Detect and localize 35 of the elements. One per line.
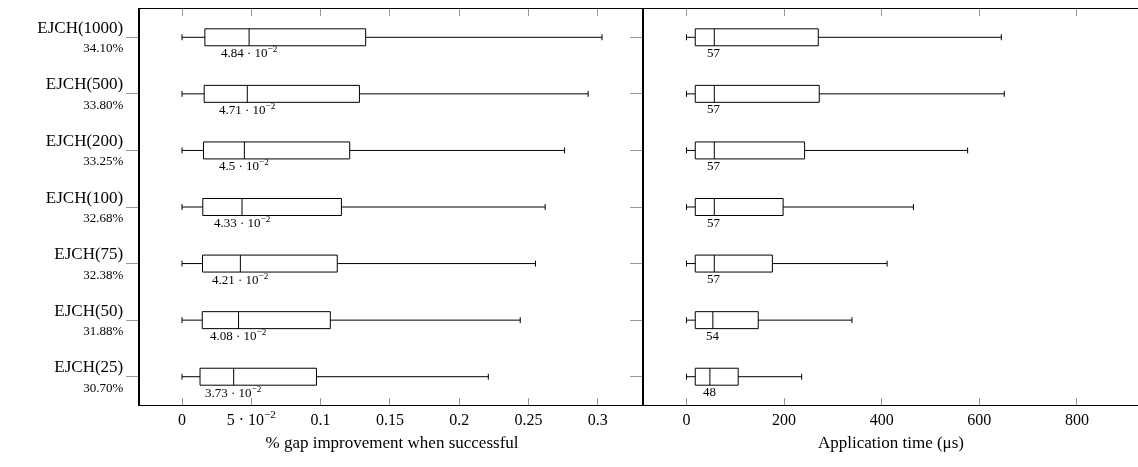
y-tick-label: EJCH(25) 30.70% bbox=[54, 357, 124, 395]
text: 57 bbox=[707, 101, 720, 116]
y-tick-label: EJCH(500) 33.80% bbox=[45, 74, 124, 112]
text: 4.21 · 10$^{−2}$ bbox=[212, 271, 269, 288]
x-tick-label: 0.3 bbox=[587, 411, 608, 429]
y-tick-label: EJCH(100) 32.68% bbox=[45, 187, 124, 225]
text: 4.33 · 10$^{−2}$ bbox=[214, 214, 271, 231]
y-tick-label: EJCH(50) 31.88% bbox=[54, 300, 124, 339]
x-axis-title: Application time (μs) bbox=[817, 432, 965, 452]
x-tick-label: 0 bbox=[682, 411, 691, 429]
x-tick-label: 0.2 bbox=[449, 411, 470, 429]
text: 57 bbox=[707, 158, 720, 173]
text: 57 bbox=[707, 45, 720, 60]
text: 4.71 · 10$^{−2}$ bbox=[219, 101, 276, 118]
y-tick-label: EJCH(75) 32.38% bbox=[54, 244, 124, 282]
text: 54 bbox=[706, 328, 719, 343]
text: 4.84 · 10$^{−2}$ bbox=[221, 44, 278, 61]
text: 4.5 · 10$^{−2}$ bbox=[219, 157, 269, 174]
x-tick-label: 400 bbox=[869, 411, 894, 429]
y-tick-label: EJCH(200) 33.25% bbox=[45, 130, 124, 169]
x-tick-label: 5 · 10$^{−2}$ bbox=[226, 408, 276, 429]
x-tick-label: 200 bbox=[772, 411, 797, 429]
x-tick-label: 0.1 bbox=[310, 411, 331, 429]
text: 57 bbox=[707, 271, 720, 286]
x-tick-label: 0.15 bbox=[375, 411, 404, 429]
x-axis-title: % gap improvement when successful bbox=[265, 432, 519, 452]
text: 57 bbox=[707, 215, 720, 230]
text: 48 bbox=[703, 384, 716, 399]
text: 3.73 · 10$^{−2}$ bbox=[205, 384, 262, 401]
x-tick-label: 600 bbox=[967, 411, 992, 429]
text: 4.08 · 10$^{−2}$ bbox=[210, 327, 267, 344]
x-tick-label: 0.25 bbox=[514, 411, 543, 429]
x-tick-label: 800 bbox=[1064, 411, 1089, 429]
y-tick-label: EJCH(1000) 34.10% bbox=[37, 17, 124, 56]
x-tick-label: 0 bbox=[178, 411, 186, 429]
